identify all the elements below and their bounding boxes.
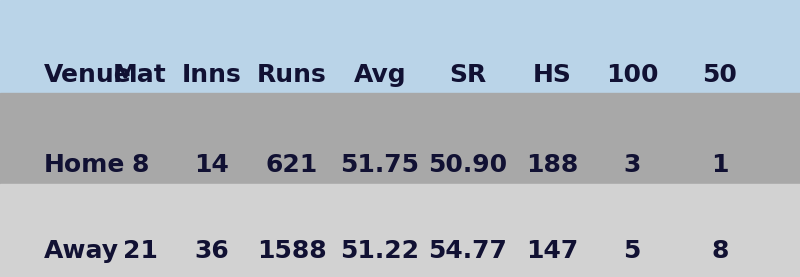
Text: 147: 147 — [526, 239, 578, 263]
Text: 14: 14 — [194, 153, 230, 177]
Text: Home: Home — [44, 153, 126, 177]
Bar — [0, 93, 800, 184]
Text: 621: 621 — [266, 153, 318, 177]
Text: 5: 5 — [623, 239, 641, 263]
Text: 8: 8 — [131, 153, 149, 177]
Text: Mat: Mat — [113, 63, 167, 87]
Text: Inns: Inns — [182, 63, 242, 87]
Text: 36: 36 — [194, 239, 230, 263]
Text: 54.77: 54.77 — [429, 239, 507, 263]
Text: 3: 3 — [623, 153, 641, 177]
Text: 51.75: 51.75 — [341, 153, 419, 177]
Text: Venue: Venue — [44, 63, 132, 87]
Text: 188: 188 — [526, 153, 578, 177]
Text: 50.90: 50.90 — [429, 153, 507, 177]
Bar — [0, 184, 800, 277]
Text: 21: 21 — [122, 239, 158, 263]
Text: Runs: Runs — [257, 63, 327, 87]
Text: 51.22: 51.22 — [341, 239, 419, 263]
Text: Away: Away — [44, 239, 119, 263]
Text: Avg: Avg — [354, 63, 406, 87]
Text: 1588: 1588 — [257, 239, 327, 263]
Text: 50: 50 — [702, 63, 738, 87]
Bar — [0, 0, 800, 93]
Text: 8: 8 — [711, 239, 729, 263]
Text: SR: SR — [450, 63, 486, 87]
Text: 100: 100 — [606, 63, 658, 87]
Text: HS: HS — [533, 63, 571, 87]
Text: 1: 1 — [711, 153, 729, 177]
